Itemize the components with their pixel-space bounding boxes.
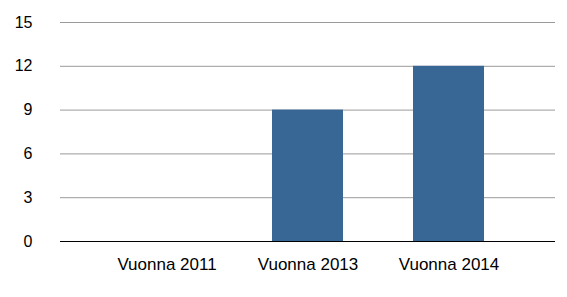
svg-text:6: 6 [24,145,33,162]
svg-text:Vuonna 2013: Vuonna 2013 [258,255,359,274]
svg-text:3: 3 [24,189,33,206]
svg-text:Vuonna 2014: Vuonna 2014 [399,255,500,274]
svg-text:15: 15 [15,14,33,31]
svg-text:Vuonna 2011: Vuonna 2011 [117,255,216,274]
svg-text:0: 0 [24,233,33,250]
svg-text:12: 12 [15,57,33,74]
svg-text:9: 9 [24,101,33,118]
